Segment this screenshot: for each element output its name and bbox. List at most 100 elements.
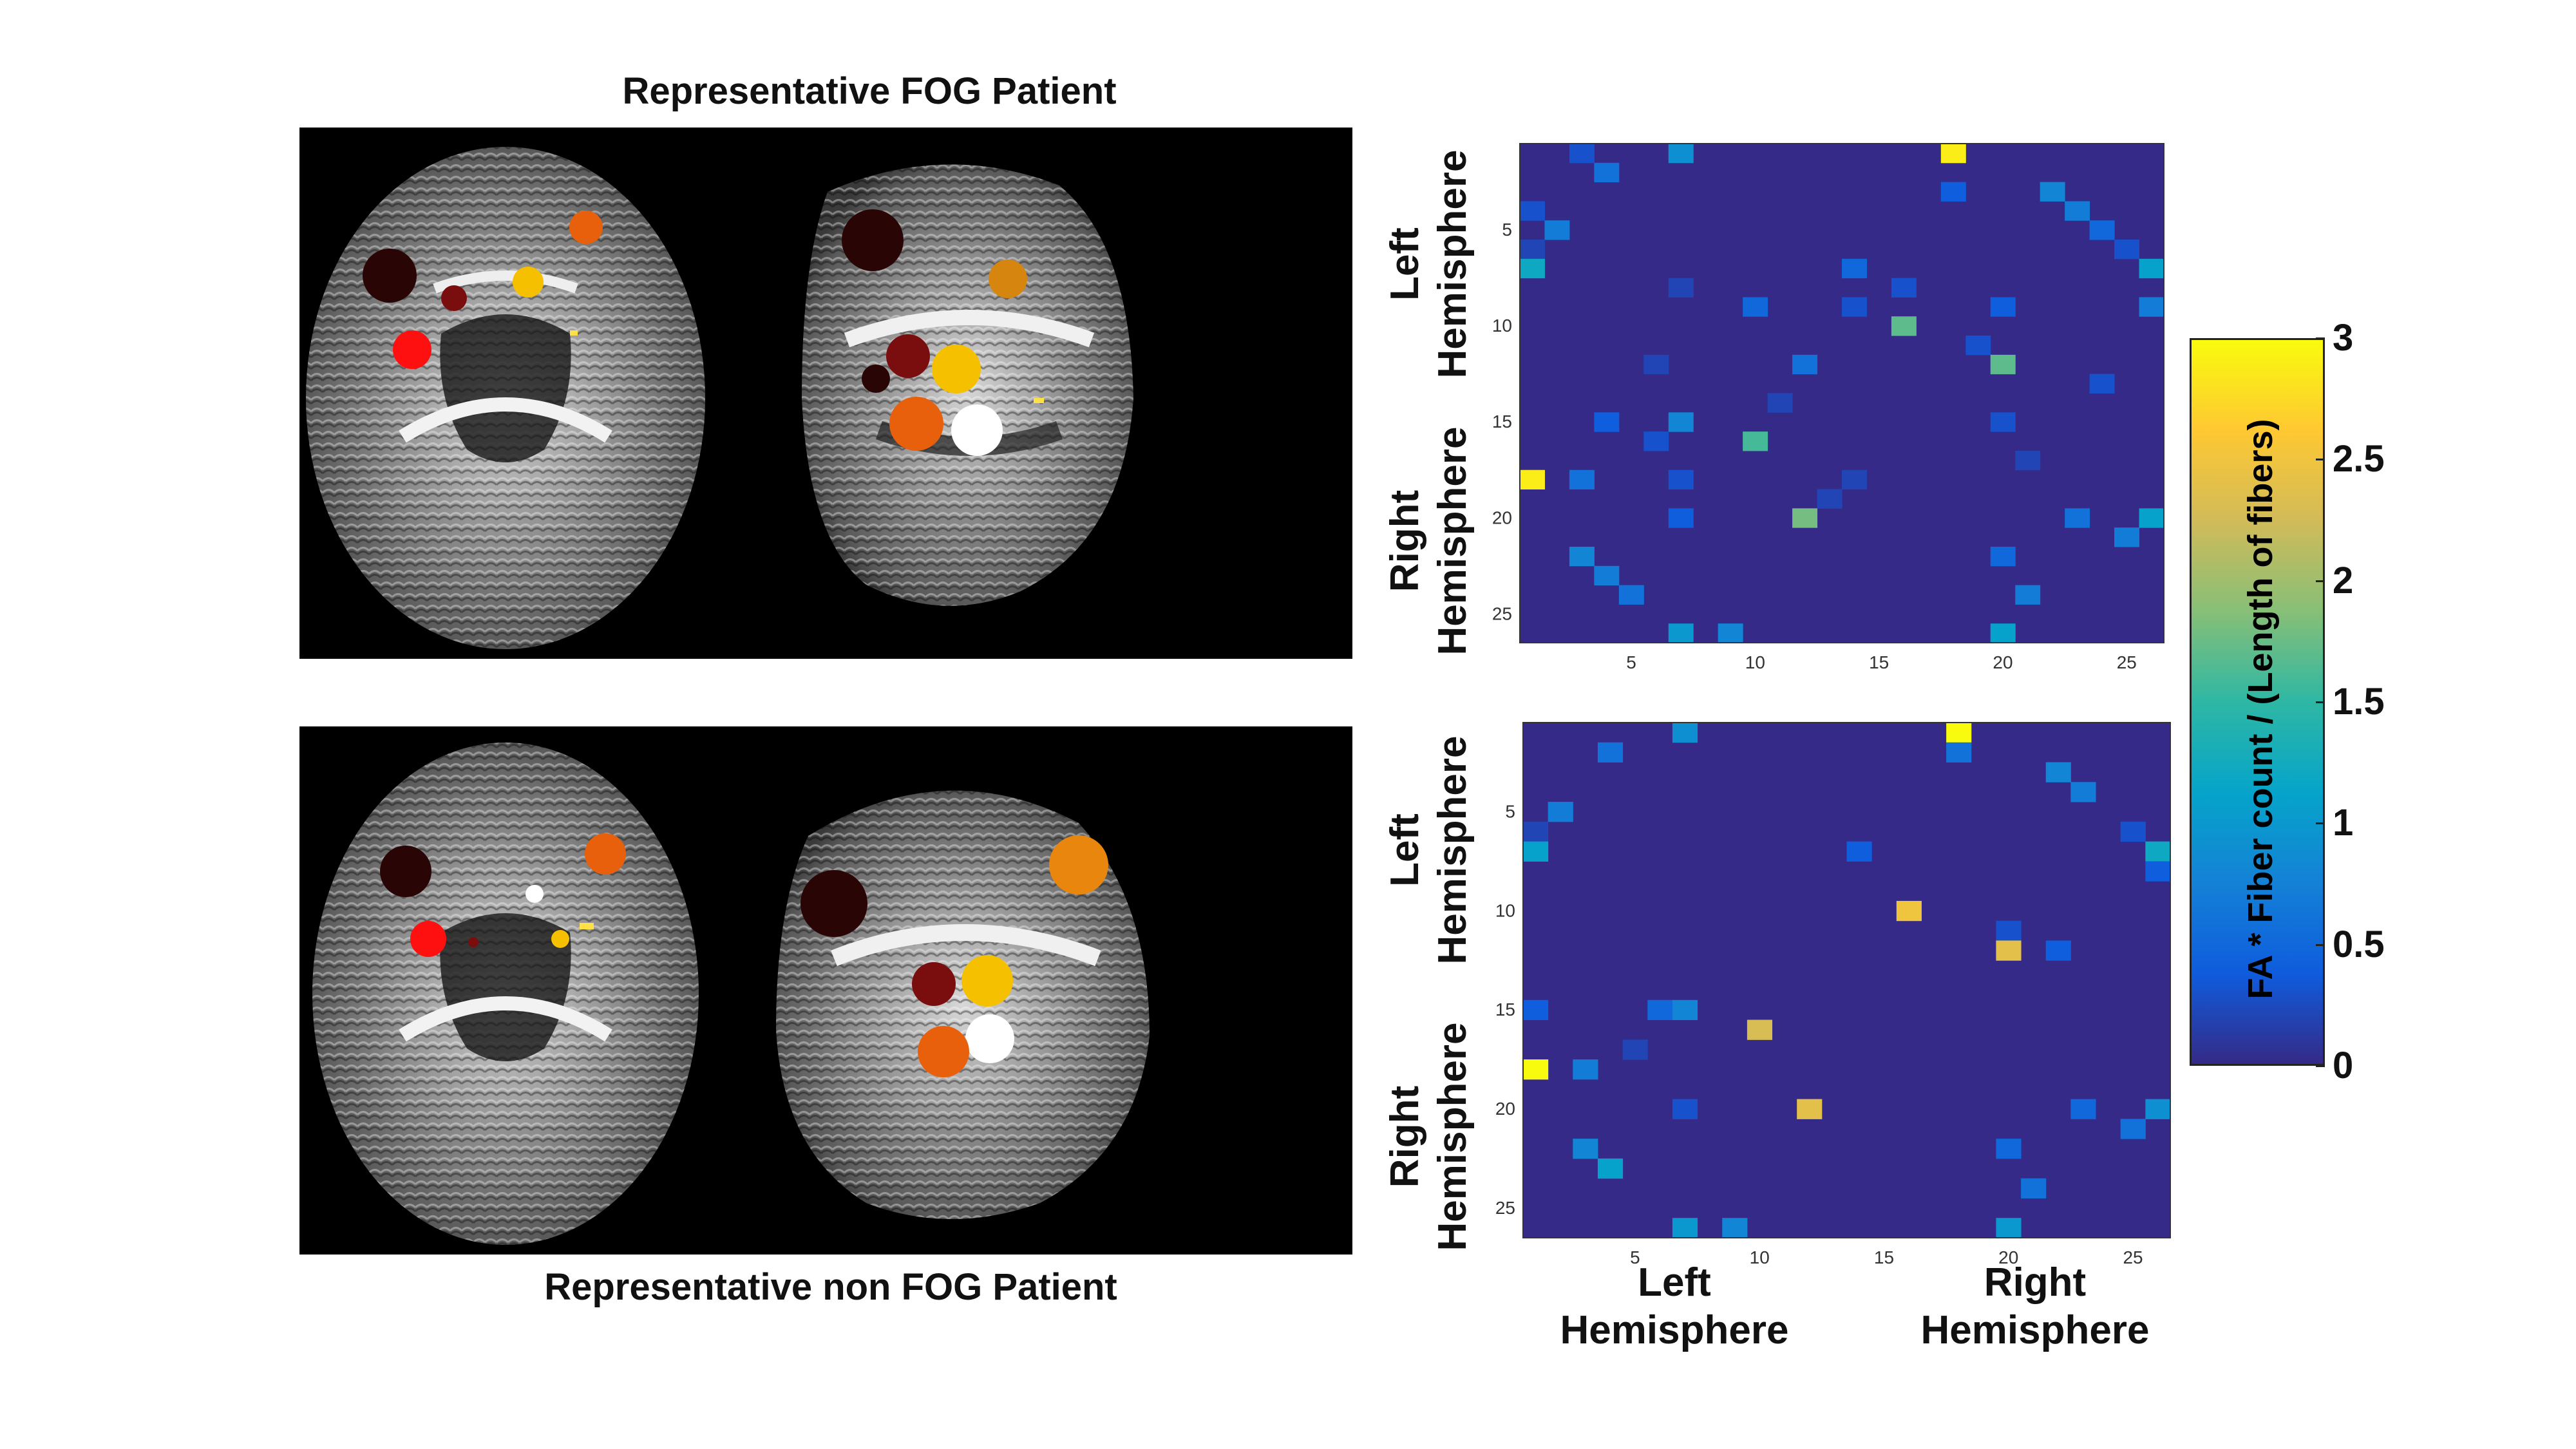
matrix-cell: [1990, 297, 2016, 317]
colorbar-tick-mark: [2316, 580, 2325, 582]
fog-brain-svg: [306, 147, 1133, 649]
matrix-cell: [2065, 508, 2090, 528]
matrix-cell: [2065, 201, 2090, 221]
matrix-cell: [1896, 900, 1922, 922]
matrix-cell: [1668, 469, 1694, 490]
matrix-cell: [1846, 841, 1872, 862]
x-tick-label: 15: [1874, 1247, 1894, 1267]
matrix-cell: [2145, 1099, 2171, 1119]
x-tick-label: 25: [2123, 1247, 2143, 1267]
matrix-cell: [2145, 861, 2171, 882]
matrix-cell: [1940, 144, 1966, 164]
matrix-cell: [1594, 162, 1620, 183]
y-tick-label: 15: [1495, 999, 1515, 1019]
matrix-cell: [1718, 623, 1743, 643]
matrix-cell: [2045, 762, 2071, 782]
bottom-matrix-left-hemisphere-label: Left Hemisphere: [1383, 735, 1475, 965]
matrix-border: [1519, 143, 2164, 643]
matrix-cell: [1668, 412, 1694, 432]
x-tick-label: 10: [1750, 1247, 1770, 1267]
non-fog-matrix-svg: 5 5 10 10 15 15 20 20 25 25: [1495, 722, 2171, 1267]
matrix-cell: [1743, 297, 1768, 317]
matrix-cell: [1594, 412, 1620, 432]
roi-marker: [363, 249, 417, 303]
matrix-cell: [2040, 182, 2065, 202]
x-tick-label: 5: [1626, 652, 1636, 672]
matrix-cell: [1668, 144, 1694, 164]
y-tick-label: 25: [1492, 603, 1512, 623]
matrix-cell: [1672, 1099, 1698, 1119]
matrix-border: [1522, 722, 2171, 1238]
matrix-cell: [2070, 1099, 2096, 1119]
matrix-cell: [1520, 469, 1545, 490]
matrix-cell: [1544, 220, 1570, 240]
matrix-cell: [1842, 469, 1867, 490]
colorbar-tick-label: 0: [2333, 1045, 2354, 1086]
colorbar-tick-mark: [2316, 943, 2325, 946]
matrix-cell: [1520, 240, 1545, 260]
matrix-cell: [1996, 1218, 2022, 1238]
fog-connectivity-matrix: 5 5 10 10 15 15 20 20 25 25: [1462, 138, 2183, 679]
matrix-cell: [1643, 431, 1669, 451]
y-tick-label: 15: [1492, 412, 1512, 431]
x-axis-right-hemisphere-label: Right Hemisphere: [1920, 1260, 2150, 1353]
matrix-cell: [1946, 723, 1972, 743]
matrix-cell: [1743, 431, 1768, 451]
matrix-cell: [1573, 1059, 1598, 1080]
matrix-cell: [2045, 940, 2071, 961]
colorbar-tick-label: 1.5: [2333, 681, 2385, 723]
y-tick-label: 10: [1492, 316, 1512, 336]
colorbar-tick-mark: [2316, 701, 2325, 703]
matrix-cell: [2070, 782, 2096, 802]
matrix-cell: [1672, 999, 1698, 1021]
top-matrix-left-hemisphere-label: Left Hemisphere: [1383, 149, 1475, 379]
matrix-cell: [1767, 393, 1793, 413]
y-tick-label: 25: [1495, 1198, 1515, 1218]
non-fog-coronal-slice: [776, 790, 1150, 1219]
matrix-cell: [1597, 1158, 1624, 1179]
matrix-cell: [2120, 821, 2146, 842]
matrix-cell: [1940, 182, 1966, 202]
matrix-cell: [1523, 999, 1549, 1021]
matrix-cell: [1618, 585, 1644, 605]
matrix-cell: [1668, 508, 1694, 528]
non-fog-brain-svg: [312, 743, 1150, 1245]
matrix-cell: [1668, 278, 1694, 298]
matrix-background: [1520, 144, 2164, 643]
non-fog-brain-images: [299, 726, 1352, 1255]
fog-coronal-slice: [802, 164, 1133, 606]
x-axis-left-hemisphere-label: Left Hemisphere: [1560, 1260, 1789, 1353]
matrix-cell: [1523, 841, 1549, 862]
matrix-cell: [2015, 450, 2041, 471]
x-tick-label: 10: [1745, 652, 1765, 672]
y-tick-label: 5: [1502, 220, 1512, 240]
matrix-cell: [2015, 585, 2041, 605]
matrix-cell: [1990, 412, 2016, 432]
matrix-cell: [1569, 546, 1595, 567]
matrix-cell: [1569, 469, 1595, 490]
matrix-cell: [2139, 258, 2164, 279]
matrix-cell: [2021, 1178, 2047, 1198]
fog-matrix-svg: 5 5 10 10 15 15 20 20 25 25: [1492, 143, 2164, 672]
matrix-cell: [1996, 920, 2022, 941]
matrix-background: [1523, 723, 2170, 1238]
y-tick-label: 5: [1505, 801, 1515, 821]
matrix-cell: [1797, 1099, 1823, 1119]
colorbar-tick-label: 3: [2333, 317, 2354, 359]
matrix-cell: [1643, 354, 1669, 375]
matrix-cell: [1792, 354, 1818, 375]
non-fog-connectivity-matrix: 5 5 10 10 15 15 20 20 25 25: [1462, 718, 2183, 1275]
matrix-cell: [1990, 546, 2016, 567]
matrix-cell: [1622, 1039, 1648, 1060]
colorbar-label: FA * Fiber count / (Length of fibers): [2241, 419, 2280, 999]
colorbar-gradient: [2190, 338, 2325, 1066]
non-fog-axial-slice: [312, 743, 699, 1245]
matrix-cell: [1597, 742, 1624, 763]
matrix-cell: [2114, 527, 2140, 547]
bottom-panel-title: Representative non FOG Patient: [544, 1266, 1117, 1308]
matrix-cell: [1523, 1059, 1549, 1080]
matrix-cell: [1548, 802, 1573, 822]
colorbar: FA * Fiber count / (Length of fibers) 0 0…: [2190, 317, 2385, 1086]
matrix-cell: [1792, 508, 1818, 528]
colorbar-tick-label: 2.5: [2333, 438, 2385, 480]
